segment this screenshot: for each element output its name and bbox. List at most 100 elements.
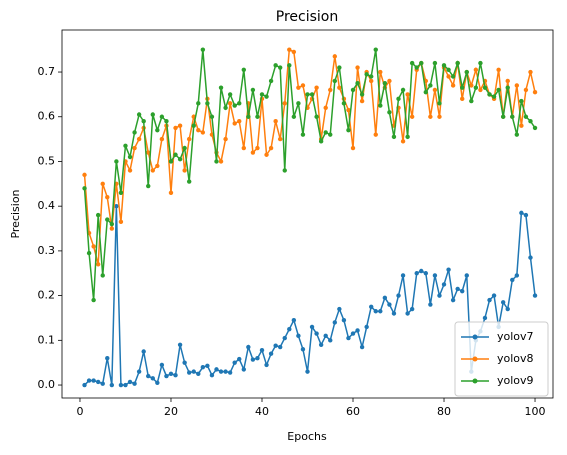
data-point: [491, 94, 497, 99]
data-point: [150, 168, 155, 173]
legend-label: yolov7: [497, 330, 534, 343]
data-point: [491, 293, 497, 298]
data-point: [523, 212, 529, 218]
data-point: [514, 132, 520, 137]
data-point: [246, 344, 251, 350]
data-point: [136, 369, 142, 374]
data-point: [391, 311, 397, 316]
data-point: [214, 159, 219, 164]
data-point: [205, 363, 210, 369]
data-point: [268, 78, 274, 84]
data-point: [196, 101, 201, 106]
data-point: [505, 306, 510, 312]
data-point: [364, 72, 369, 77]
data-point: [109, 226, 115, 231]
data-point: [237, 101, 242, 106]
data-point: [387, 78, 392, 84]
data-point: [82, 186, 87, 191]
data-point: [255, 114, 260, 119]
data-point: [496, 87, 501, 93]
data-point: [460, 96, 465, 102]
x-tick-label: 80: [437, 405, 451, 418]
data-point: [136, 112, 142, 117]
data-point: [100, 181, 105, 187]
legend-label: yolov8: [497, 352, 534, 365]
data-point: [223, 369, 228, 374]
data-point: [209, 372, 215, 378]
data-point: [505, 85, 510, 90]
data-point: [346, 335, 351, 341]
data-point: [455, 286, 460, 292]
data-point: [464, 273, 469, 278]
data-point: [355, 65, 360, 70]
series: [82, 47, 538, 267]
data-point: [105, 356, 110, 361]
data-point: [341, 317, 347, 323]
data-point: [264, 362, 269, 368]
data-point: [146, 373, 151, 379]
data-point: [182, 360, 187, 365]
data-point: [437, 114, 442, 119]
data-point: [505, 78, 510, 84]
data-point: [446, 267, 451, 272]
data-point: [469, 98, 474, 104]
data-point: [241, 367, 246, 372]
data-point: [359, 92, 365, 97]
data-point: [287, 326, 292, 332]
data-point: [118, 382, 124, 388]
data-point: [428, 83, 433, 88]
data-point: [241, 145, 246, 151]
data-point: [346, 127, 351, 133]
data-point: [318, 139, 324, 144]
data-point: [519, 123, 524, 128]
data-point: [323, 105, 328, 111]
data-point: [132, 145, 137, 151]
data-point: [95, 262, 101, 267]
data-point: [95, 212, 101, 218]
data-point: [100, 273, 105, 278]
data-point: [328, 132, 333, 137]
data-point: [86, 378, 92, 383]
x-tick-label: 40: [255, 405, 269, 418]
data-point: [487, 297, 492, 303]
data-point: [446, 67, 451, 72]
data-point: [405, 92, 410, 97]
data-point: [409, 114, 415, 119]
x-tick-label: 100: [525, 405, 546, 418]
data-point: [432, 60, 438, 66]
data-point: [523, 114, 529, 119]
data-point: [346, 107, 351, 113]
data-point: [173, 372, 178, 378]
data-point: [382, 295, 388, 301]
data-point: [414, 271, 419, 276]
data-point: [400, 87, 406, 93]
plot-frame: [61, 29, 554, 399]
data-point: [177, 123, 183, 128]
data-point: [532, 293, 538, 298]
data-point: [423, 89, 429, 95]
data-point: [428, 302, 433, 307]
data-point: [405, 134, 410, 140]
data-point: [146, 183, 151, 189]
y-tick-label: 0.0: [38, 378, 56, 391]
data-point: [337, 306, 342, 312]
data-point: [532, 89, 538, 95]
data-point: [241, 67, 246, 72]
data-point: [150, 112, 155, 117]
data-point: [205, 101, 210, 106]
data-point: [328, 87, 333, 93]
data-point: [264, 152, 269, 157]
data-point: [369, 304, 374, 309]
data-point: [105, 195, 110, 200]
data-point: [127, 379, 133, 385]
data-point: [496, 67, 501, 72]
data-point: [268, 351, 274, 356]
data-point: [387, 110, 392, 115]
data-point: [500, 114, 506, 119]
data-point: [273, 63, 278, 68]
data-point: [109, 382, 115, 388]
data-point: [123, 382, 128, 388]
data-point: [86, 250, 92, 256]
data-point: [510, 114, 515, 119]
data-point: [314, 331, 319, 336]
